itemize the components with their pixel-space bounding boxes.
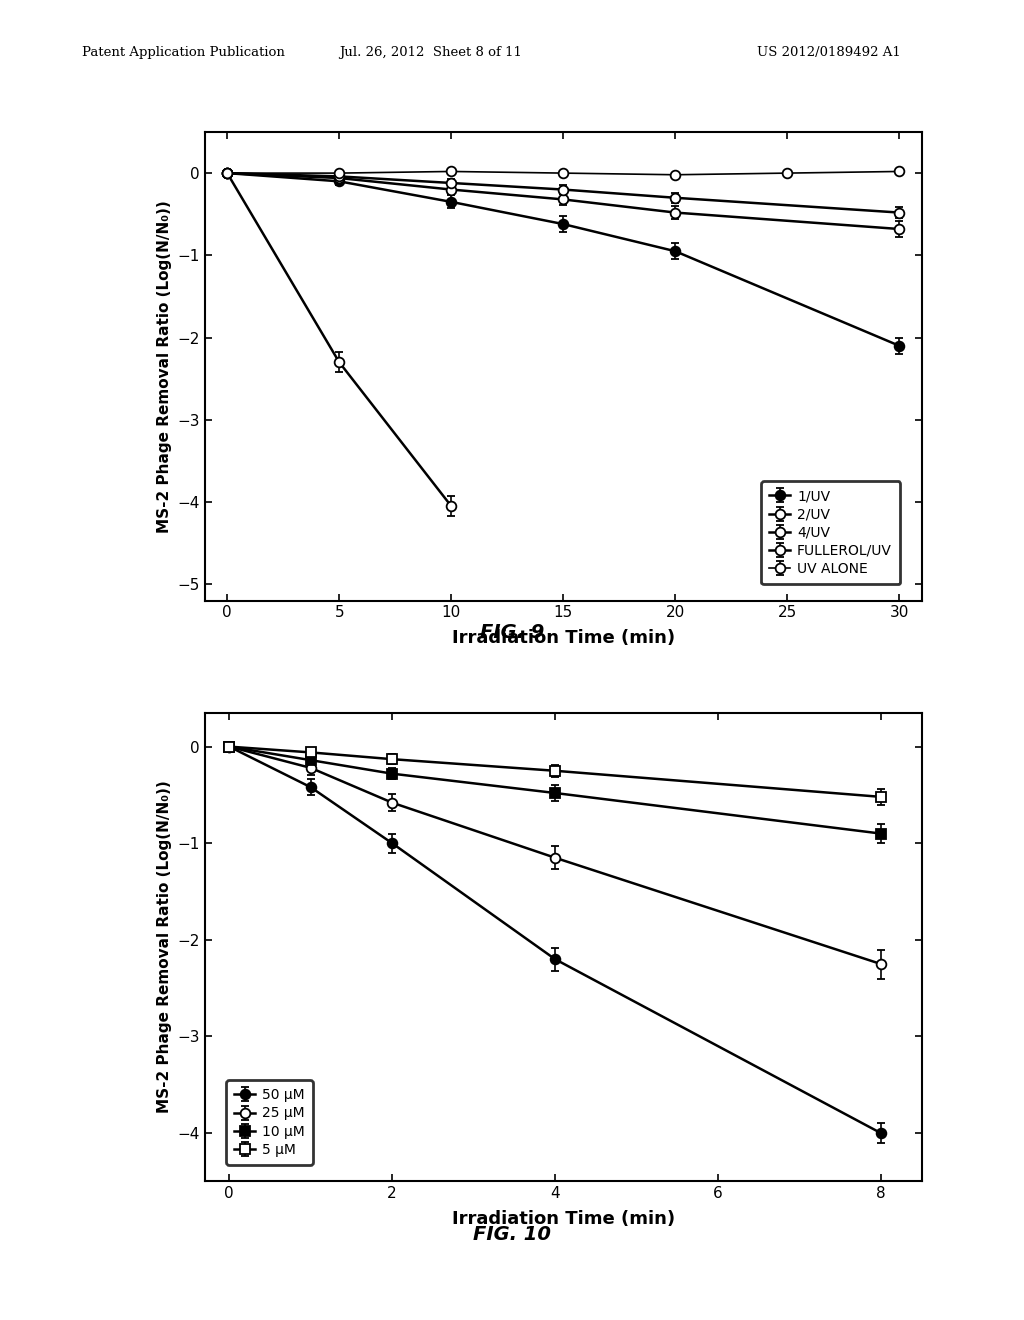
Text: US 2012/0189492 A1: US 2012/0189492 A1 <box>758 46 901 59</box>
Legend: 1/UV, 2/UV, 4/UV, FULLEROL/UV, UV ALONE: 1/UV, 2/UV, 4/UV, FULLEROL/UV, UV ALONE <box>761 480 900 585</box>
Legend: 50 μM, 25 μM, 10 μM, 5 μM: 50 μM, 25 μM, 10 μM, 5 μM <box>226 1080 313 1166</box>
Text: FIG. 9: FIG. 9 <box>480 623 544 642</box>
Y-axis label: MS-2 Phage Removal Ratio (Log(N/N₀)): MS-2 Phage Removal Ratio (Log(N/N₀)) <box>157 199 172 533</box>
Text: FIG. 10: FIG. 10 <box>473 1225 551 1243</box>
Text: Patent Application Publication: Patent Application Publication <box>82 46 285 59</box>
X-axis label: Irradiation Time (min): Irradiation Time (min) <box>452 628 675 647</box>
X-axis label: Irradiation Time (min): Irradiation Time (min) <box>452 1209 675 1228</box>
Text: Jul. 26, 2012  Sheet 8 of 11: Jul. 26, 2012 Sheet 8 of 11 <box>339 46 521 59</box>
Y-axis label: MS-2 Phage Removal Ratio (Log(N/N₀)): MS-2 Phage Removal Ratio (Log(N/N₀)) <box>157 780 172 1114</box>
